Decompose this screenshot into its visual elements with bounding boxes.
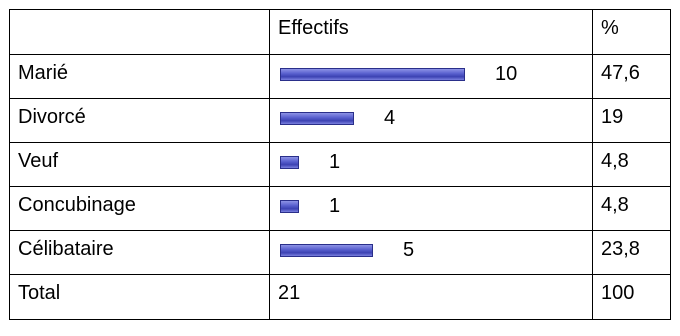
row-percent: 47,6 xyxy=(592,54,671,99)
total-percent: 100 xyxy=(592,274,671,320)
count-value: 1 xyxy=(329,195,341,217)
count-value: 1 xyxy=(329,151,341,173)
row-label: Veuf xyxy=(9,142,270,187)
total-row: Total 21 100 xyxy=(9,274,671,320)
header-count-cell: Effectifs xyxy=(269,9,593,55)
row-count-cell: 10 xyxy=(269,54,593,99)
table-row: Veuf 1 4,8 xyxy=(9,142,671,187)
count-value: 10 xyxy=(495,63,518,85)
count-bar xyxy=(280,199,299,213)
row-percent: 19 xyxy=(592,98,671,143)
count-bar xyxy=(280,67,465,81)
count-bar xyxy=(280,111,354,125)
total-label: Total xyxy=(9,274,270,320)
table-row: Marié 10 47,6 xyxy=(9,54,671,99)
row-count-cell: 4 xyxy=(269,98,593,143)
row-percent: 23,8 xyxy=(592,230,671,275)
count-value: 5 xyxy=(403,239,415,261)
row-label: Divorcé xyxy=(9,98,270,143)
row-count-cell: 1 xyxy=(269,142,593,187)
count-bar xyxy=(280,243,373,257)
row-count-cell: 5 xyxy=(269,230,593,275)
header-label-cell xyxy=(9,9,270,55)
row-label: Célibataire xyxy=(9,230,270,275)
count-bar xyxy=(280,155,299,169)
table-row: Célibataire 5 23,8 xyxy=(9,230,671,275)
header-percent-cell: % xyxy=(592,9,671,55)
row-count-cell: 1 xyxy=(269,186,593,231)
row-label: Concubinage xyxy=(9,186,270,231)
marital-status-table: Effectifs % Marié 10 47,6 Divorcé 4 19 xyxy=(9,9,671,320)
header-row: Effectifs % xyxy=(9,9,671,55)
table-row: Divorcé 4 19 xyxy=(9,98,671,143)
row-percent: 4,8 xyxy=(592,186,671,231)
count-value: 4 xyxy=(384,107,396,129)
row-percent: 4,8 xyxy=(592,142,671,187)
row-label: Marié xyxy=(9,54,270,99)
table-row: Concubinage 1 4,8 xyxy=(9,186,671,231)
total-count: 21 xyxy=(269,274,593,320)
